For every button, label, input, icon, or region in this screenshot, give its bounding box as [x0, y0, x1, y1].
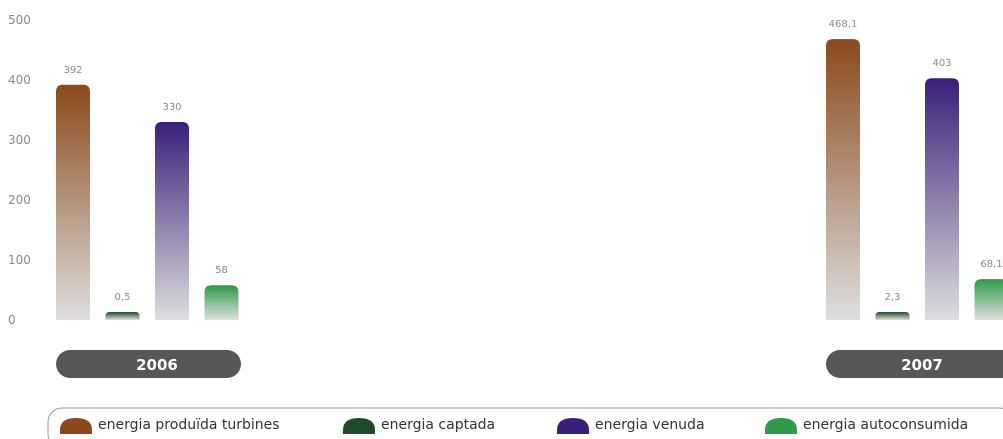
legend-frame: [47, 407, 1003, 439]
data-label: 330: [162, 102, 181, 113]
data-label: 403: [932, 58, 951, 69]
category-label: 2006: [136, 356, 178, 374]
bar-2007-series-4: [974, 279, 1003, 320]
legend-swatch: [343, 418, 375, 434]
data-label: 58: [215, 265, 228, 276]
legend-label: energia captada: [381, 417, 495, 433]
y-tick-label: 300: [8, 133, 31, 147]
legend-label: energia produïda turbines: [98, 417, 280, 433]
bar-2007-series-2: [875, 312, 910, 320]
data-label: 392: [63, 65, 82, 76]
y-tick-label: 500: [8, 13, 31, 27]
data-label: 468,1: [829, 19, 858, 30]
data-label: 2,3: [885, 292, 901, 303]
year-pill: [56, 350, 241, 378]
bar-2007-series-3: [925, 78, 959, 320]
legend-label: energia autoconsumida: [803, 417, 968, 433]
bar-2006-series-2: [105, 312, 140, 320]
bar-2006-series-4: [204, 285, 239, 320]
y-tick-label: 400: [8, 73, 31, 87]
bar-2006-series-3: [155, 122, 189, 320]
legend-swatch: [60, 418, 92, 434]
year-pill: [826, 350, 1003, 378]
data-label: 0,5: [115, 292, 131, 303]
legend-swatch: [557, 418, 589, 434]
y-tick-label: 200: [8, 193, 31, 207]
y-tick-label: 100: [8, 253, 31, 267]
legend-label: energia venuda: [595, 417, 705, 433]
category-label: 2007: [901, 356, 943, 374]
bar-2007-series-1: [826, 39, 860, 320]
bar-2006-series-1: [56, 84, 90, 320]
legend-swatch: [765, 418, 797, 434]
y-tick-label: 0: [8, 313, 16, 327]
data-label: 68,1: [980, 259, 1002, 270]
